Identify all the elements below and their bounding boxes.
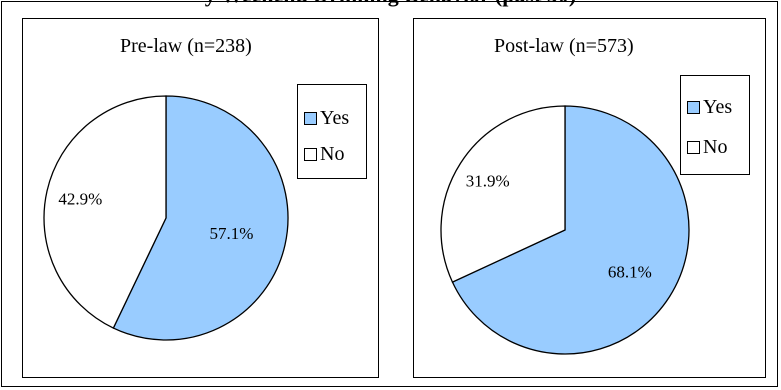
legend-label: Yes xyxy=(703,95,733,118)
figure-headline: y Weekend Drinking Behavior (past 30) xyxy=(0,0,781,8)
pie-data-label-no: 42.9% xyxy=(58,190,102,209)
legend-item-yes: Yes xyxy=(304,107,349,129)
legend-swatch-yes xyxy=(304,111,317,125)
legend-label: No xyxy=(320,142,345,165)
legend-item-no: No xyxy=(304,143,344,165)
legend: Yes No xyxy=(680,75,750,175)
pie-slice-yes xyxy=(451,105,690,355)
legend-swatch-no xyxy=(304,147,317,161)
chart-title: Post-law (n=573) xyxy=(494,35,634,57)
pie-slice-no xyxy=(43,95,167,329)
legend-label: Yes xyxy=(320,106,350,129)
legend-label: No xyxy=(703,135,728,158)
pie-slice-yes xyxy=(112,95,289,341)
legend-swatch-no xyxy=(687,140,700,154)
legend-item-yes: Yes xyxy=(687,96,732,118)
pie-data-label-yes: 68.1% xyxy=(608,262,652,281)
pie-slice-no xyxy=(440,105,566,283)
legend: Yes No xyxy=(297,84,367,179)
chart-title: Pre-law (n=238) xyxy=(120,35,252,57)
legend-swatch-yes xyxy=(687,100,700,114)
pie-data-label-no: 31.9% xyxy=(466,172,510,191)
pie-data-label-yes: 57.1% xyxy=(209,224,253,243)
legend-item-no: No xyxy=(687,136,727,158)
